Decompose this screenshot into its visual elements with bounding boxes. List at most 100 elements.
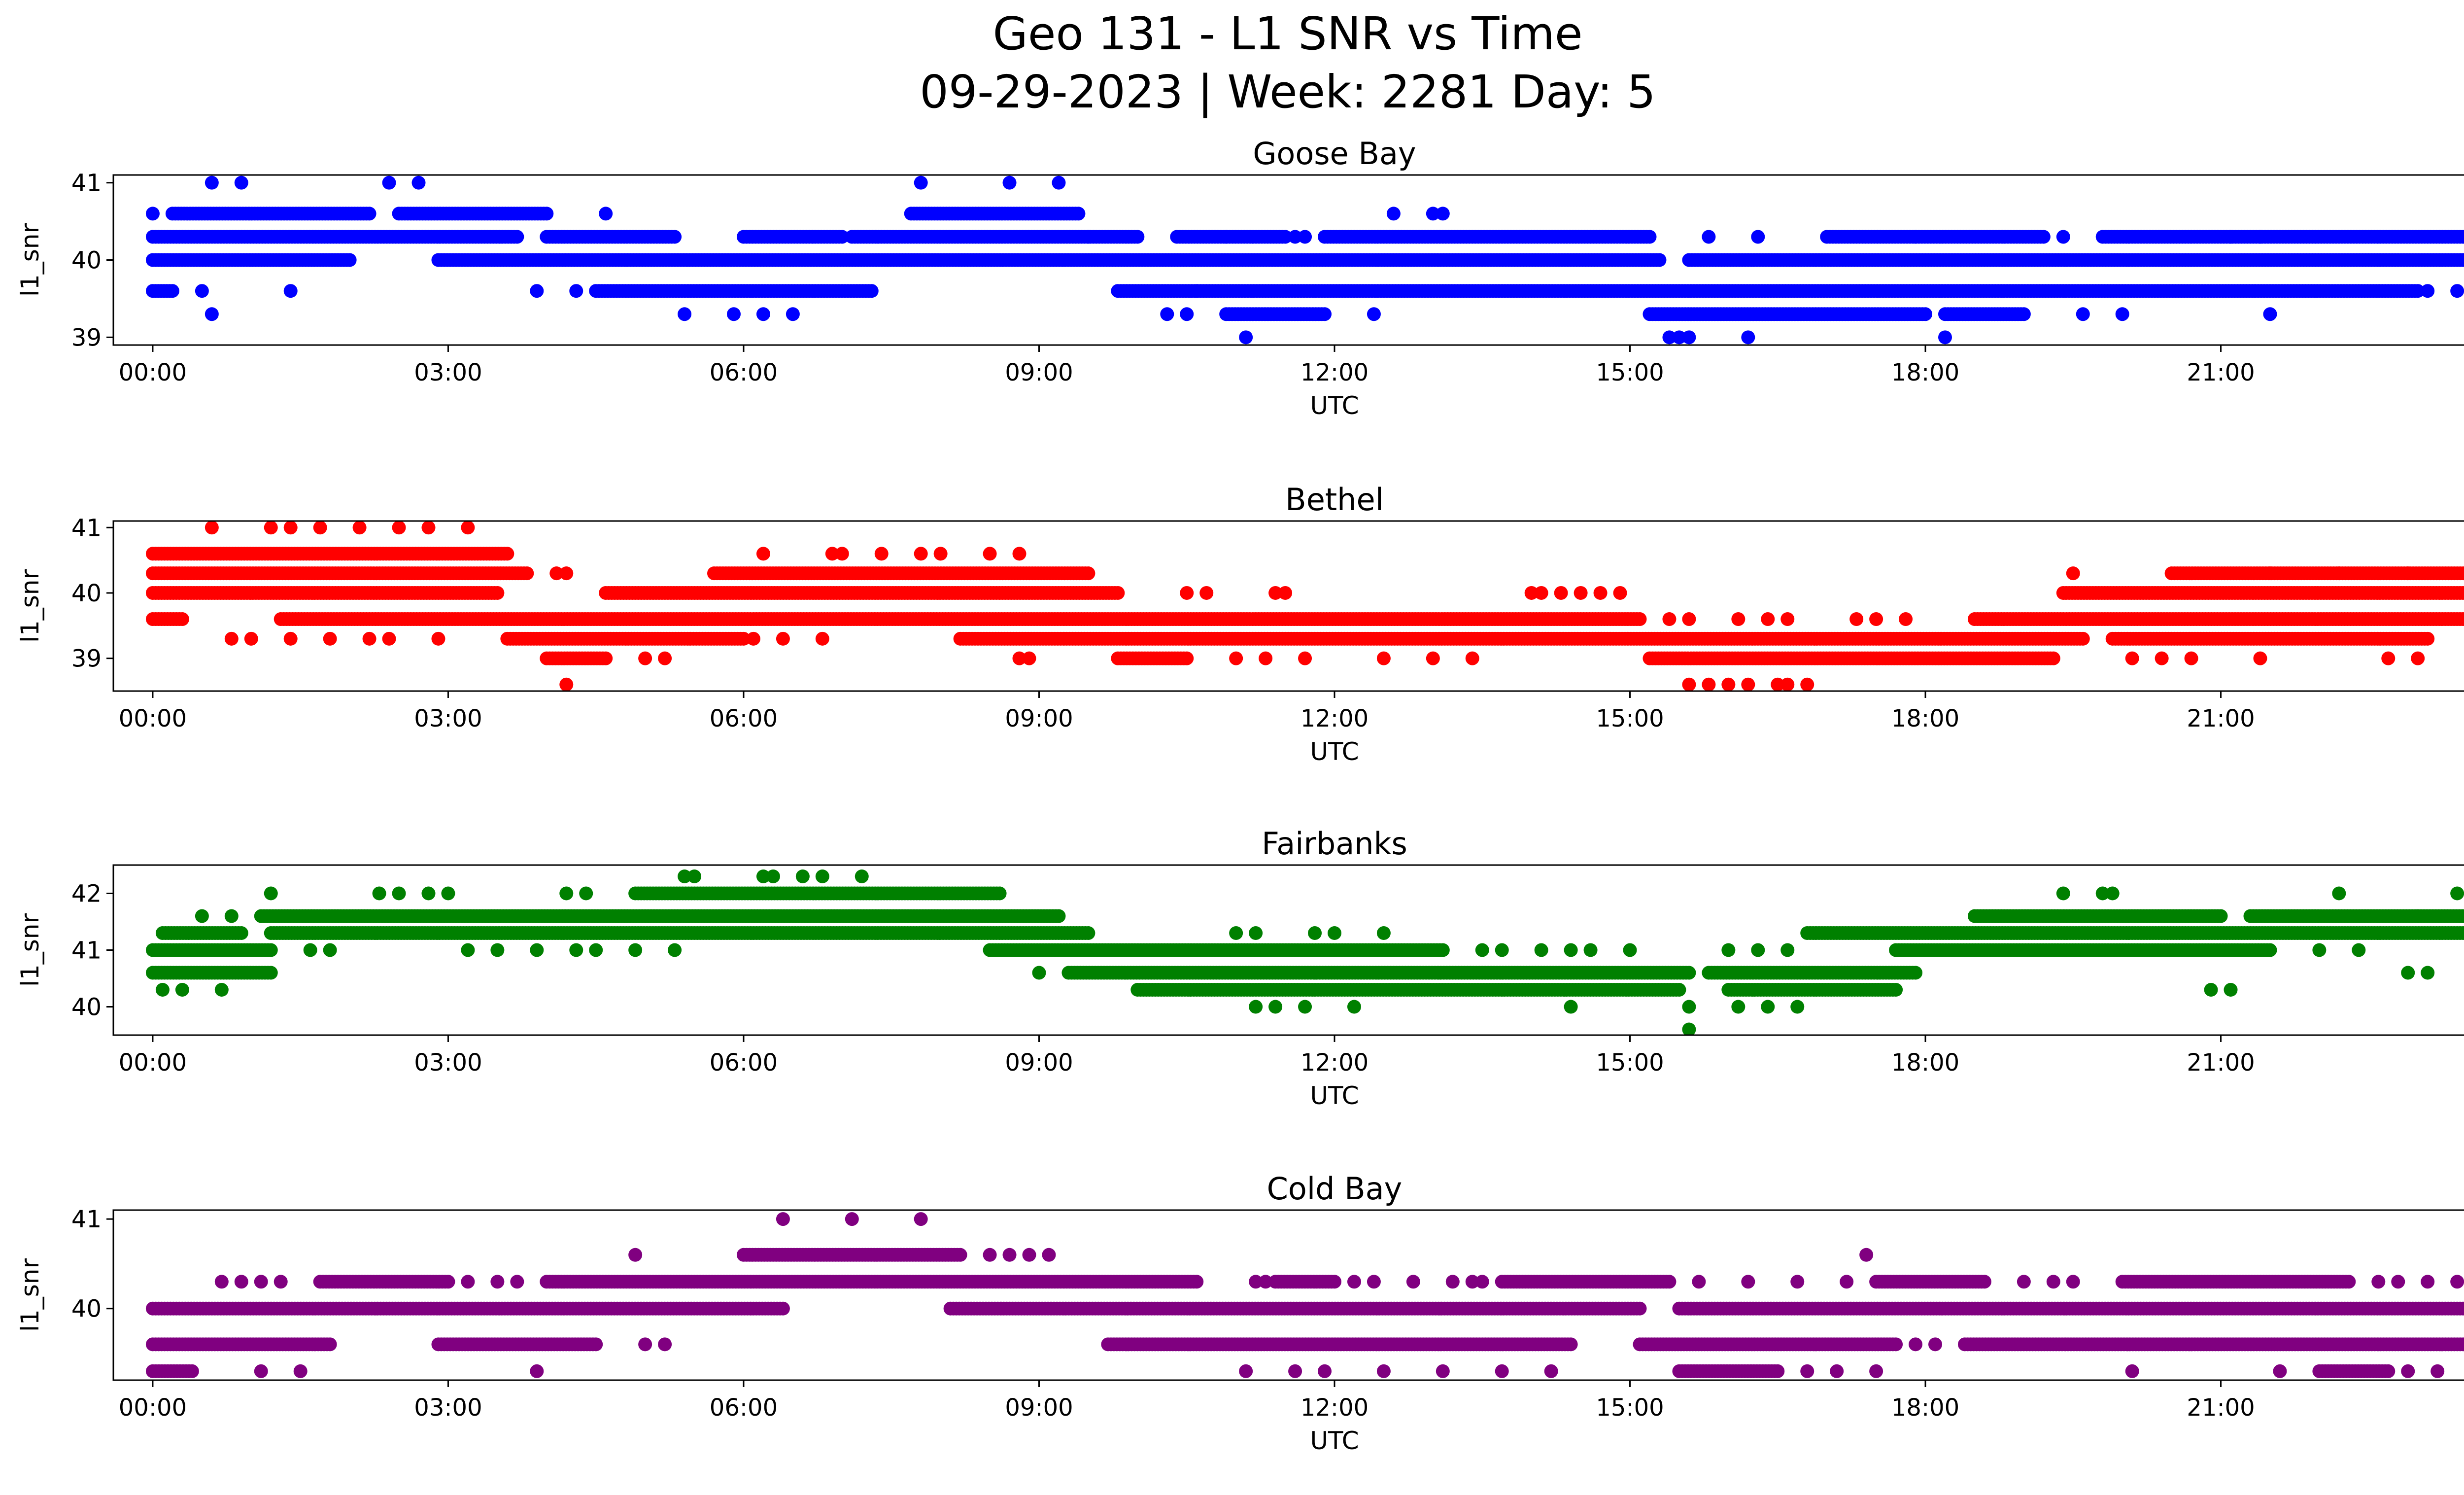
- bethel-point: [825, 547, 839, 561]
- bethel-point: [1721, 677, 1736, 691]
- bethel-point: [1849, 612, 1864, 626]
- goose-bay-point: [1130, 230, 1145, 244]
- goose-bay-point: [2036, 230, 2051, 244]
- goose-bay-point: [205, 307, 219, 321]
- bethel-point: [874, 547, 889, 561]
- bethel-point: [2184, 651, 2198, 665]
- bethel-point: [1534, 586, 1548, 600]
- goose-bay-point: [1190, 284, 1204, 298]
- figure-title-line1: Geo 131 - L1 SNR vs Time: [993, 7, 1583, 60]
- bethel-point: [1278, 586, 1293, 600]
- goose-bay-point: [864, 284, 879, 298]
- goose-bay-point: [1751, 230, 1765, 244]
- goose-bay-x-axis-label: UTC: [1310, 391, 1359, 420]
- goose-bay-point: [195, 284, 209, 298]
- bethel-point: [2381, 651, 2396, 665]
- goose-bay-point: [1909, 230, 1923, 244]
- goose-bay-point: [726, 307, 741, 321]
- goose-bay-point: [1071, 207, 1086, 221]
- bethel-point: [2263, 566, 2277, 581]
- goose-bay-point: [540, 207, 554, 221]
- bethel-x-tick-label: 21:00: [2187, 705, 2255, 732]
- bethel-x-axis-label: UTC: [1310, 737, 1359, 766]
- goose-bay-y-tick-label: 41: [71, 170, 102, 197]
- goose-bay-x-tick-label: 15:00: [1596, 359, 1664, 386]
- bethel-point: [549, 566, 564, 581]
- bethel-y-tick-label: 41: [71, 514, 102, 542]
- bethel-x-tick-label: 00:00: [119, 705, 187, 732]
- bethel-point: [638, 651, 652, 665]
- bethel-point: [835, 547, 849, 561]
- goose-bay-point: [530, 284, 544, 298]
- bethel-point: [1613, 586, 1627, 600]
- goose-bay-point: [1672, 330, 1686, 345]
- bethel-point: [2066, 566, 2080, 581]
- goose-bay-point: [1298, 230, 1312, 244]
- goose-bay-point: [1436, 207, 1450, 221]
- bethel-point: [1524, 586, 1539, 600]
- bethel-point: [2411, 651, 2425, 665]
- bethel-point: [431, 631, 445, 646]
- goose-bay-point: [1278, 230, 1293, 244]
- bethel-x-tick-label: 09:00: [1005, 705, 1073, 732]
- bethel-point: [1259, 651, 1273, 665]
- bethel-point: [2046, 651, 2060, 665]
- bethel-point: [1869, 612, 1883, 626]
- goose-bay-point: [2462, 255, 2464, 265]
- bethel-point: [1574, 586, 1588, 600]
- fairbanks-scatter-points: [145, 869, 2464, 1035]
- goose-bay-point: [1652, 253, 1667, 267]
- goose-bay-point: [165, 284, 179, 298]
- bethel-point: [1081, 566, 1095, 581]
- bethel-point: [313, 521, 327, 535]
- bethel-point: [658, 651, 672, 665]
- bethel-scatter-points: [145, 521, 2464, 691]
- bethel-point: [2459, 566, 2464, 580]
- bethel-y-axis-label: l1_snr: [16, 569, 44, 643]
- figure-title-line2: 09-29-2023 | Week: 2281 Day: 5: [920, 66, 1656, 118]
- bethel-point: [2421, 631, 2435, 646]
- bethel-point: [815, 631, 829, 646]
- goose-bay-y-axis-label: l1_snr: [16, 223, 44, 297]
- bethel-point: [205, 521, 219, 535]
- goose-bay-point: [2459, 253, 2464, 267]
- goose-bay-y-tick-label: 40: [71, 247, 102, 275]
- bethel-point: [461, 521, 475, 535]
- bethel-point: [1593, 586, 1608, 600]
- bethel-point: [2462, 588, 2464, 598]
- bethel-point: [1800, 677, 1814, 691]
- goose-bay-point: [756, 307, 770, 321]
- bethel-point: [1376, 651, 1391, 665]
- goose-bay-point: [1702, 230, 1716, 244]
- bethel-point: [323, 631, 337, 646]
- bethel-point: [1298, 651, 1312, 665]
- goose-bay-point: [205, 175, 219, 190]
- bethel-point: [2076, 631, 2090, 646]
- bethel-axes-frame: [112, 520, 2464, 692]
- bethel-point: [1268, 586, 1283, 600]
- goose-bay-point: [2421, 284, 2435, 298]
- goose-bay-point: [362, 207, 376, 221]
- bethel-point: [1741, 677, 1755, 691]
- bethel-point: [283, 631, 298, 646]
- bethel-point: [1111, 586, 1125, 600]
- bethel-point: [500, 547, 514, 561]
- goose-bay-point: [914, 175, 928, 190]
- goose-bay-point: [678, 307, 692, 321]
- bethel-x-tick-label: 06:00: [710, 705, 778, 732]
- goose-bay-point: [2450, 284, 2464, 298]
- goose-bay-point: [1938, 330, 1952, 345]
- goose-bay-point: [145, 207, 160, 221]
- bethel-point: [2459, 586, 2464, 600]
- bethel-x-tick-label: 15:00: [1596, 705, 1664, 732]
- bethel-point: [362, 631, 376, 646]
- bethel-point: [1426, 651, 1440, 665]
- bethel-point: [392, 521, 406, 535]
- goose-bay-point: [411, 175, 426, 190]
- goose-bay-point: [2459, 230, 2464, 243]
- goose-bay-x-tick-label: 18:00: [1891, 359, 1959, 386]
- bethel-point: [1662, 612, 1677, 626]
- goose-bay-point: [283, 284, 298, 298]
